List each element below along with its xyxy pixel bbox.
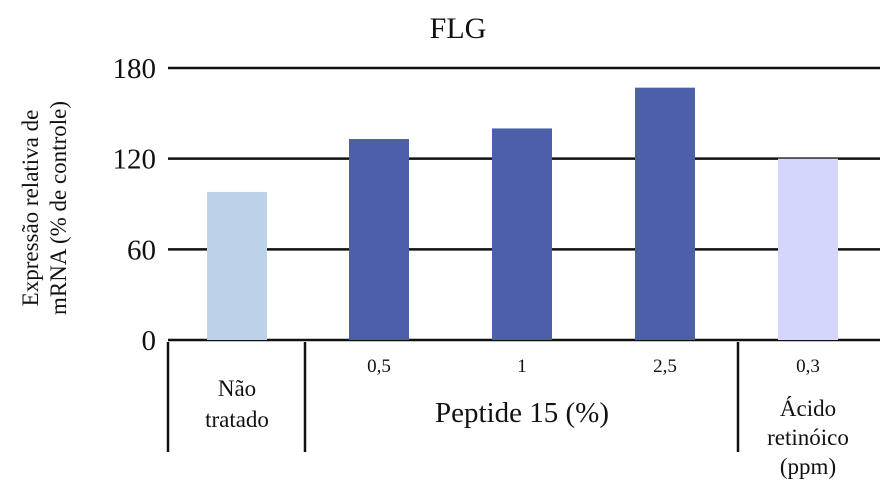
- y-axis-label-line-2: mRNA (% de controle): [46, 101, 71, 315]
- x-tick-label: 2,5: [653, 356, 677, 377]
- bar-2: [492, 128, 552, 340]
- y-tick-label: 120: [113, 144, 157, 176]
- group-label-retinoic-line-2: retinóico: [767, 425, 849, 450]
- group-label-retinoic-acid: Ácido retinóico (ppm): [767, 396, 849, 479]
- bar-1: [349, 139, 409, 340]
- group-label-retinoic-line-3: (ppm): [780, 454, 836, 479]
- x-tick-label: 0,3: [796, 356, 820, 377]
- bars: [207, 87, 838, 341]
- bar-0: [207, 191, 267, 340]
- y-axis-label-line-1: Expressão relativa de: [18, 110, 43, 307]
- x-tick-label: 1: [517, 356, 527, 377]
- x-tick-labels: 0,5 1 2,5 0,3: [367, 356, 820, 377]
- chart-title: FLG: [430, 12, 487, 45]
- y-axis-label: Expressão relativa de mRNA (% de control…: [18, 101, 71, 315]
- group-label-untreated-line-1: Não: [218, 376, 256, 401]
- category-axis-lines: [166, 342, 740, 452]
- y-tick-labels: 0 60 120 180: [113, 53, 157, 357]
- y-tick-label: 180: [113, 53, 157, 85]
- group-label-untreated-line-2: tratado: [205, 407, 269, 432]
- bar-3: [635, 87, 695, 341]
- group-label-retinoic-line-1: Ácido: [780, 396, 836, 421]
- group-label-peptide: Peptide 15 (%): [435, 397, 609, 429]
- y-tick-label: 60: [127, 234, 156, 266]
- y-tick-label: 0: [142, 325, 157, 357]
- bar-4: [778, 158, 838, 340]
- group-label-untreated: Não tratado: [205, 376, 269, 432]
- x-tick-label: 0,5: [367, 356, 391, 377]
